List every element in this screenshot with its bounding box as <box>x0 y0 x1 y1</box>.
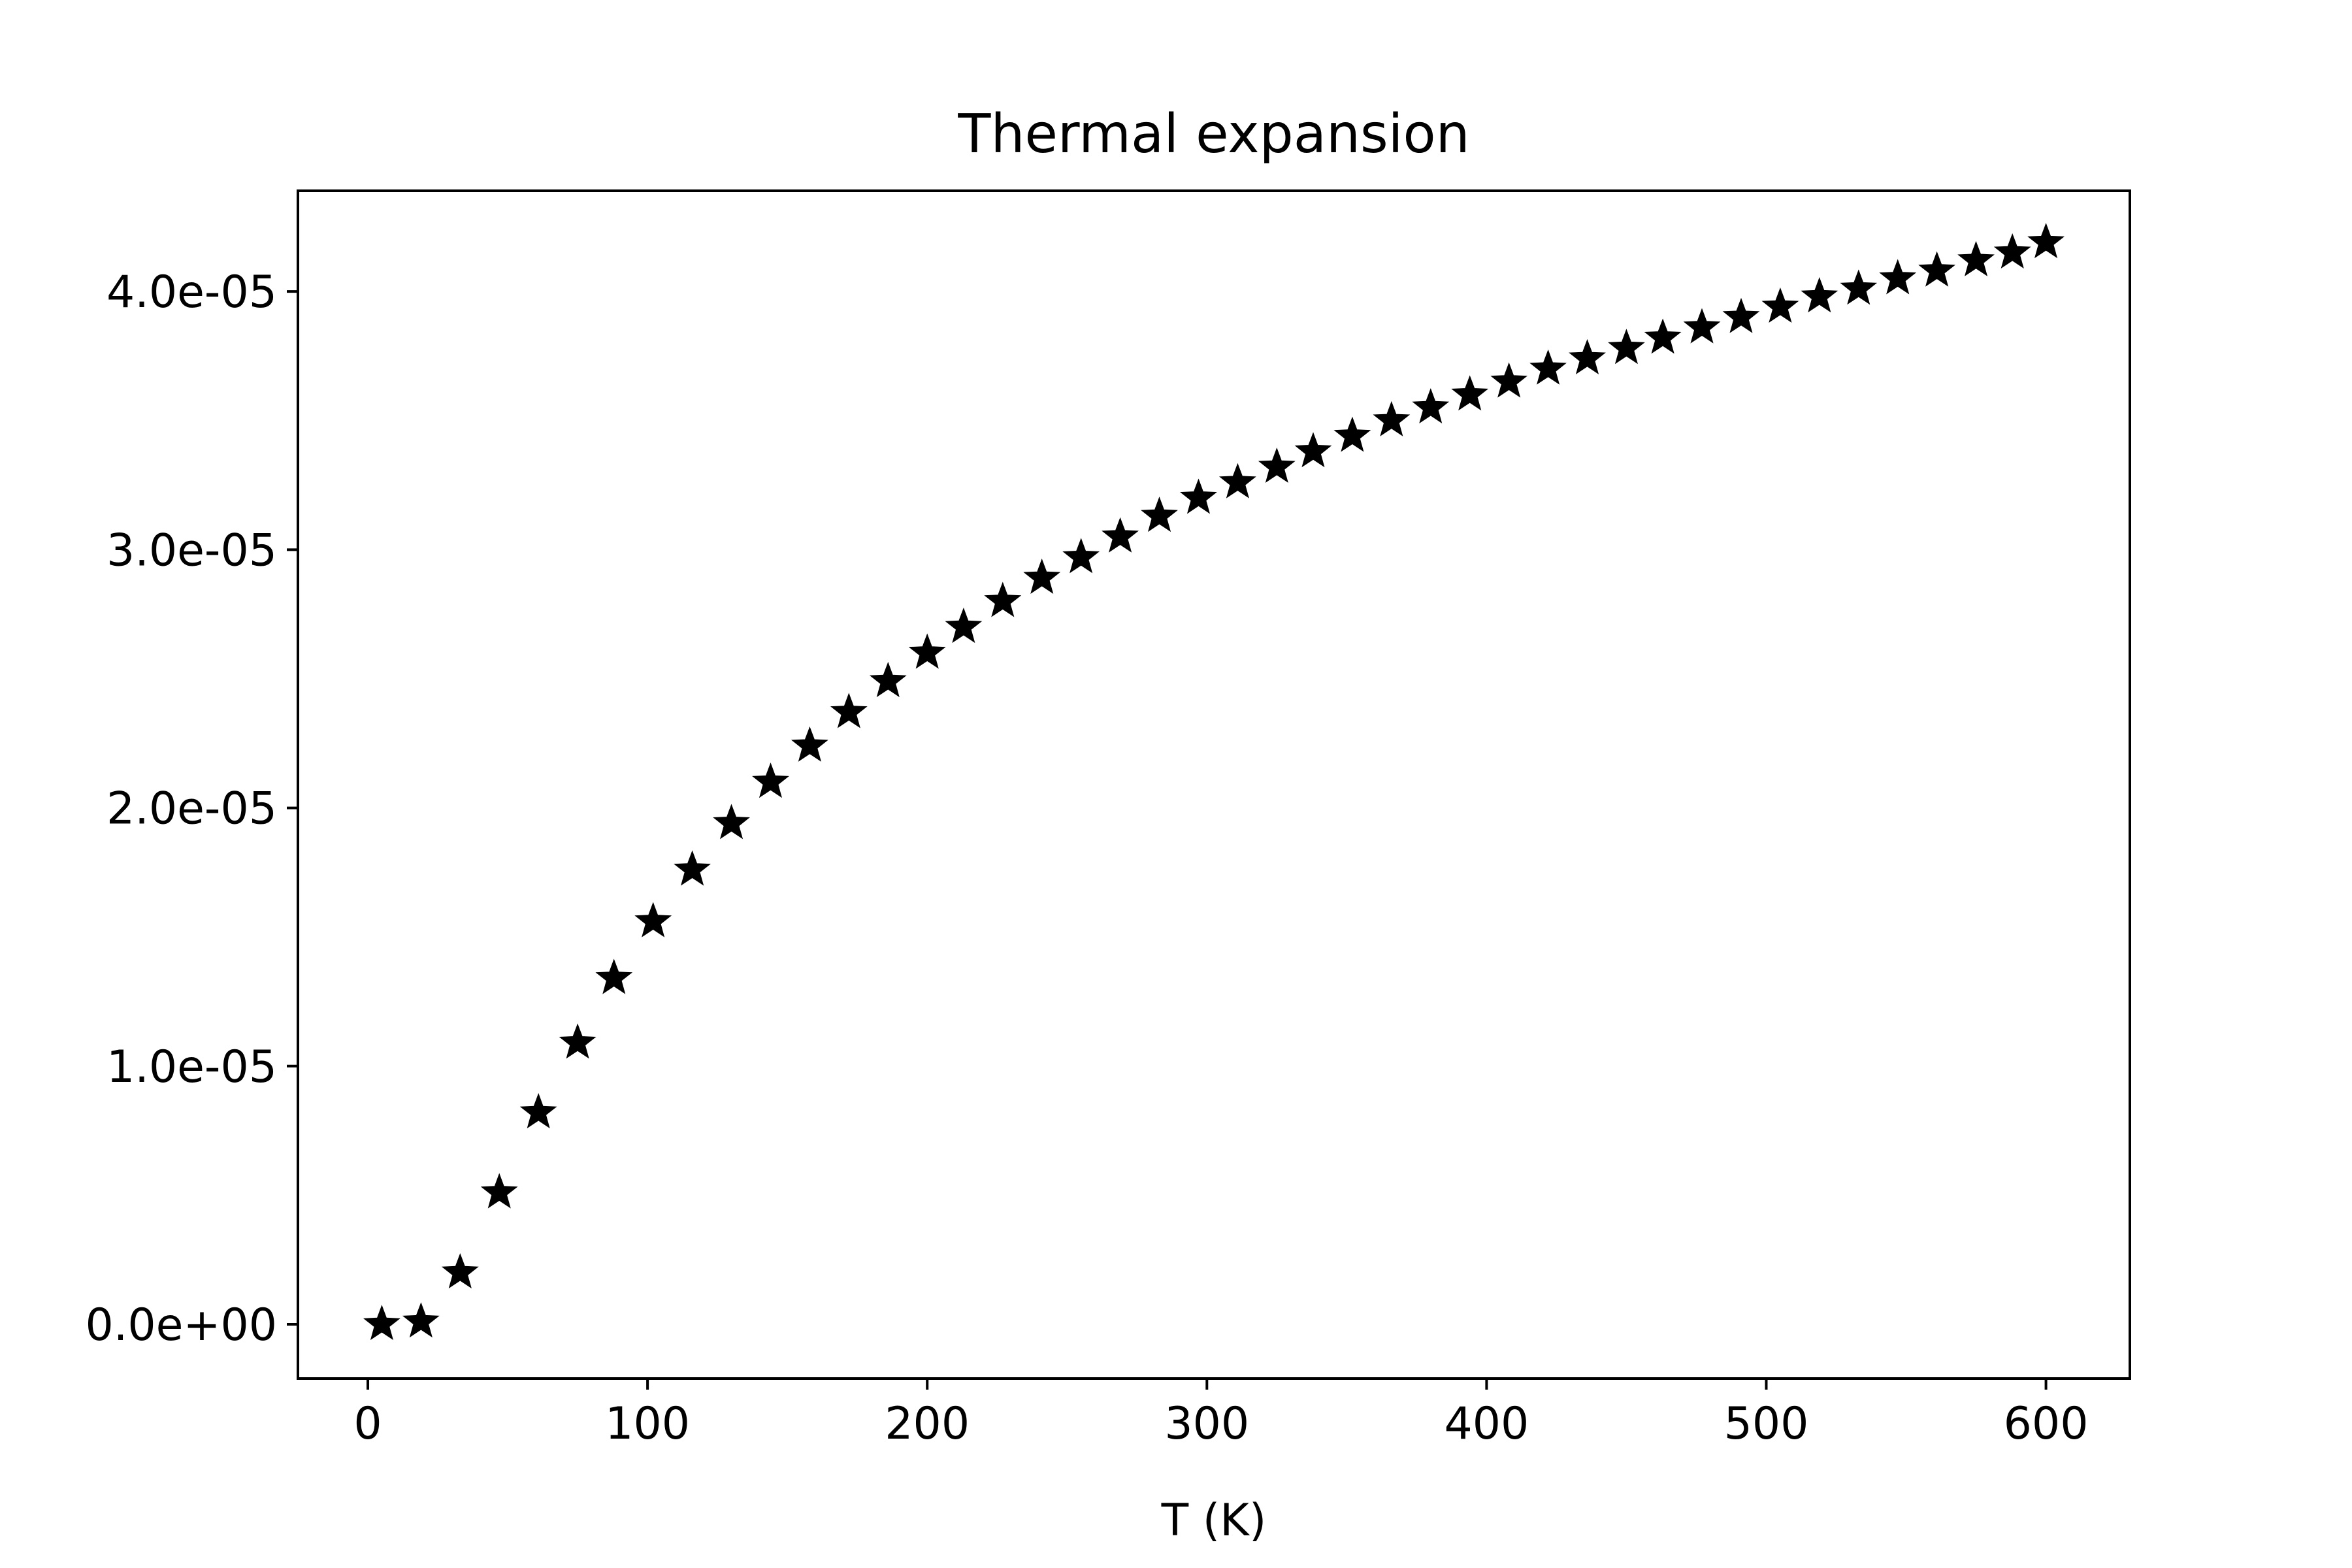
data-point-star <box>830 693 868 728</box>
data-point-star <box>791 726 828 762</box>
data-point-star <box>1608 329 1645 365</box>
data-point-star <box>1801 277 1838 313</box>
data-point-star <box>1023 558 1061 595</box>
data-point-star <box>1490 362 1528 398</box>
plot-area-frame <box>297 189 2131 1380</box>
data-point-star <box>1529 349 1567 385</box>
x-axis-ticks: 0 100 200 300 400 500 600 <box>353 1379 2088 1450</box>
data-series-points <box>363 223 2065 1341</box>
data-point-star <box>634 902 672 938</box>
data-point-star <box>945 608 983 644</box>
data-point-star <box>1644 318 1682 354</box>
data-point-star <box>1722 297 1760 333</box>
x-tick-label: 200 <box>885 1398 970 1450</box>
data-point-star <box>1879 259 1917 295</box>
y-tick-label: 3.0e-05 <box>106 525 277 576</box>
data-point-star <box>1062 538 1100 574</box>
data-point-star <box>1218 463 1256 498</box>
data-point-star <box>402 1302 440 1338</box>
data-point-star <box>752 762 789 798</box>
data-point-star <box>1957 240 1995 276</box>
x-tick-label: 100 <box>605 1398 690 1450</box>
data-point-star <box>869 662 907 698</box>
data-point-star <box>1840 269 1878 305</box>
data-point-star <box>1141 497 1178 532</box>
data-point-star <box>1683 308 1721 344</box>
x-axis-label: T (K) <box>1161 1495 1267 1546</box>
chart-title: Thermal expansion <box>957 103 1469 165</box>
y-tick-label: 2.0e-05 <box>106 783 277 835</box>
data-point-star <box>1918 251 1956 287</box>
data-point-star <box>713 804 750 840</box>
data-point-star <box>441 1253 479 1289</box>
x-tick-label: 300 <box>1164 1398 1249 1450</box>
y-axis-ticks: 0.0e+00 1.0e-05 2.0e-05 3.0e-05 4.0e-05 <box>86 267 298 1351</box>
x-tick-label: 500 <box>1724 1398 1809 1450</box>
data-point-star <box>984 581 1022 617</box>
data-point-star <box>1180 478 1217 514</box>
data-point-star <box>559 1023 596 1059</box>
data-point-star <box>519 1093 557 1129</box>
y-tick-label: 0.0e+00 <box>86 1299 277 1351</box>
y-tick-label: 1.0e-05 <box>106 1041 277 1093</box>
data-point-star <box>595 958 633 994</box>
x-tick-label: 600 <box>2004 1398 2089 1450</box>
x-tick-label: 0 <box>353 1398 382 1450</box>
data-point-star <box>1102 517 1139 553</box>
data-point-star <box>1451 375 1489 411</box>
data-point-star <box>1412 388 1450 424</box>
data-point-star <box>1993 233 2031 269</box>
data-point-star <box>1569 339 1606 375</box>
data-point-star <box>1294 432 1332 468</box>
data-point-star <box>1258 448 1296 483</box>
data-point-star <box>674 850 711 886</box>
data-point-star <box>1373 400 1411 436</box>
data-point-star <box>2027 223 2065 259</box>
data-point-star <box>908 633 946 669</box>
x-tick-label: 400 <box>1444 1398 1529 1450</box>
data-point-star <box>1333 416 1371 452</box>
data-point-star <box>363 1305 400 1341</box>
data-point-star <box>480 1173 518 1209</box>
data-point-star <box>1761 287 1799 323</box>
y-tick-label: 4.0e-05 <box>106 267 277 318</box>
